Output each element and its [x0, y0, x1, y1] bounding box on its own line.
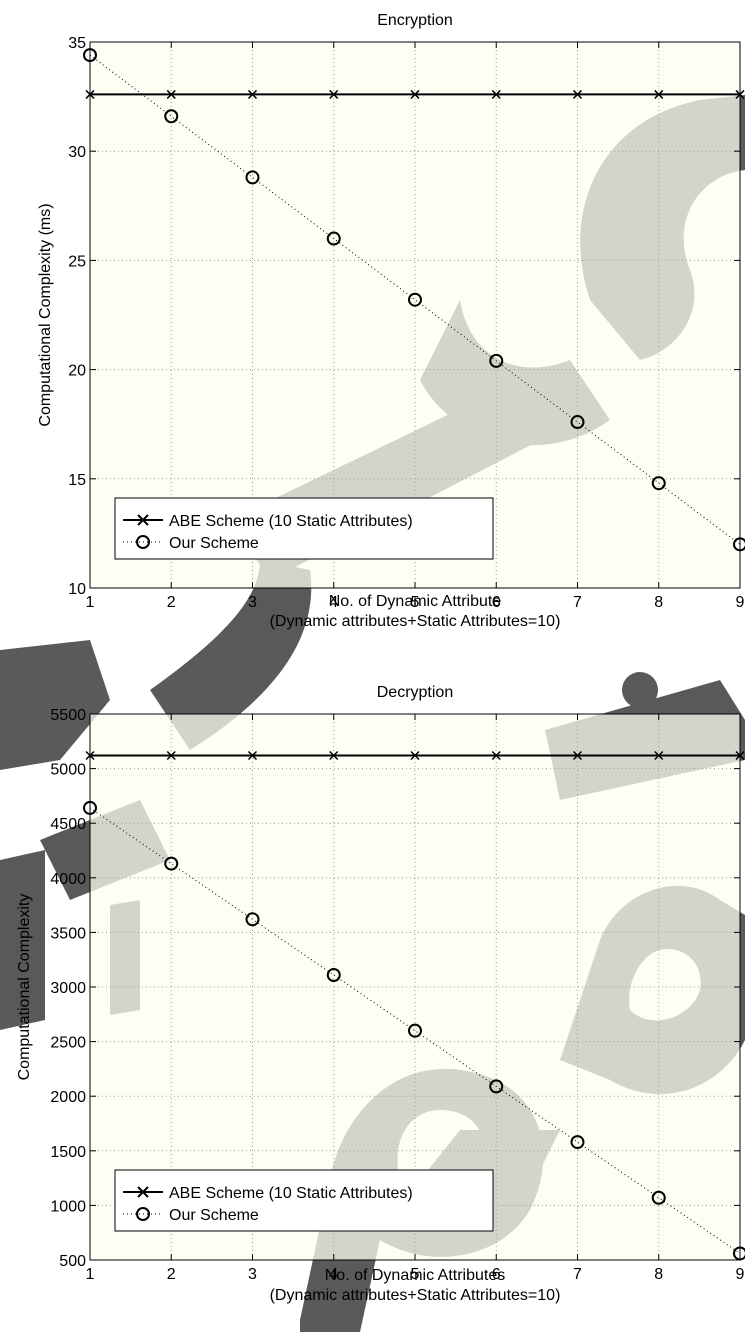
- y-tick-label: 15: [68, 472, 86, 489]
- y-tick-label: 10: [68, 581, 86, 598]
- legend-box: [114, 497, 494, 560]
- x-axis-sublabel: (Dynamic attributes+Static Attributes=10…: [270, 1287, 561, 1304]
- our-scheme-point: [570, 415, 585, 430]
- our-scheme-point: [651, 476, 666, 491]
- y-tick-label: 3500: [50, 925, 86, 942]
- y-tick-label: 3000: [50, 980, 86, 997]
- x-tick-label: 1: [86, 1266, 95, 1283]
- abe-scheme-point: [491, 750, 501, 761]
- x-tick-label: 7: [573, 1266, 582, 1283]
- legend-box: [114, 1169, 494, 1232]
- x-tick-label: 8: [654, 594, 663, 611]
- x-ticks: 1 2 3 4 5 6 7 8 9: [86, 714, 745, 1283]
- abe-scheme-point: [654, 750, 664, 761]
- our-scheme-point: [489, 353, 504, 368]
- y-ticks: 10 15 20 25 30 35: [68, 35, 740, 598]
- y-tick-label: 25: [68, 253, 86, 270]
- x-tick-label: 8: [654, 1266, 663, 1283]
- our-scheme-point: [245, 912, 260, 927]
- chart-title: Decryption: [377, 684, 453, 701]
- grid: [90, 42, 740, 588]
- y-tick-label: 4500: [50, 816, 86, 833]
- x-tick-label: 7: [573, 594, 582, 611]
- y-tick-label: 1000: [50, 1198, 86, 1215]
- y-axis-label: Computational Complexity: [16, 894, 33, 1081]
- y-tick-label: 5500: [50, 707, 86, 724]
- chart-title: Encryption: [377, 12, 453, 29]
- x-tick-label: 3: [248, 1266, 257, 1283]
- abe-scheme-point: [247, 750, 258, 761]
- our-scheme-point: [164, 109, 179, 124]
- legend: ABE Scheme (10 Static Attributes) Our Sc…: [114, 497, 494, 560]
- legend-label-ours: Our Scheme: [169, 535, 259, 552]
- abe-scheme-point: [654, 89, 664, 99]
- abe-scheme-point: [410, 89, 420, 99]
- legend-marker-o: [136, 535, 150, 549]
- y-tick-label: 500: [59, 1253, 86, 1270]
- x-axis-label: No. of Dynamic Attributes: [325, 1267, 506, 1284]
- our-scheme-point: [408, 292, 422, 307]
- x-ticks: 1 2 3 4 5 6 7 8 9: [86, 42, 745, 611]
- x-tick-label: 6: [492, 594, 501, 611]
- abe-scheme-point: [166, 750, 176, 761]
- our-scheme-point: [651, 1190, 666, 1205]
- x-tick-label: 5: [411, 594, 420, 611]
- y-tick-label: 4000: [50, 871, 86, 888]
- legend-label-abe: ABE Scheme (10 Static Attributes): [169, 513, 413, 530]
- y-tick-label: 2500: [50, 1035, 86, 1052]
- our-scheme-point: [326, 967, 341, 982]
- decryption-chart: 500 1000 1500 2000 2500 3000 3500 4000 4500 5000 5…: [16, 684, 745, 1304]
- y-tick-label: 2000: [50, 1089, 86, 1106]
- x-tick-label: 3: [248, 594, 257, 611]
- abe-scheme-point: [410, 750, 420, 761]
- x-tick-label: 4: [329, 594, 338, 611]
- our-scheme-point: [164, 856, 179, 871]
- y-tick-label: 30: [68, 144, 86, 161]
- legend: ABE Scheme (10 Static Attributes) Our Sc…: [114, 1169, 494, 1232]
- our-scheme-point: [489, 1079, 504, 1094]
- x-tick-label: 9: [736, 594, 745, 611]
- our-scheme-point: [408, 1023, 422, 1038]
- encryption-chart: 10 15 20 25 30 35 1 2 3 4 5 6 7 8 9 Encryption No. of…: [37, 12, 745, 630]
- our-scheme-point: [326, 231, 341, 246]
- x-tick-label: 6: [492, 1266, 501, 1283]
- y-tick-label: 35: [68, 35, 86, 52]
- x-tick-label: 2: [167, 1266, 176, 1283]
- x-tick-label: 2: [167, 594, 176, 611]
- y-ticks: 500 1000 1500 2000 2500 3000 3500 4000 4500 5000 5…: [50, 707, 740, 1270]
- x-axis-sublabel: (Dynamic attributes+Static Attributes=10…: [270, 613, 561, 630]
- x-tick-label: 5: [411, 1266, 420, 1283]
- series-layer: [83, 750, 745, 1261]
- legend-label-abe: ABE Scheme (10 Static Attributes): [169, 1185, 413, 1202]
- x-tick-label: 4: [329, 1266, 338, 1283]
- x-axis-label: No. of Dynamic Attribute: [329, 593, 502, 610]
- y-tick-label: 5000: [50, 762, 86, 779]
- our-scheme-line: [89, 807, 741, 1254]
- x-tick-label: 1: [86, 594, 95, 611]
- abe-scheme-point: [572, 89, 583, 99]
- abe-scheme-point: [166, 89, 176, 99]
- our-scheme-point: [570, 1135, 585, 1150]
- legend-marker-o: [136, 1207, 150, 1221]
- x-tick-label: 9: [736, 1266, 745, 1283]
- y-tick-label: 1500: [50, 1144, 86, 1161]
- abe-scheme-point: [247, 89, 258, 99]
- legend-marker-x: [137, 1186, 149, 1198]
- abe-scheme-point: [572, 750, 583, 761]
- y-axis-label: Computational Complexity (ms): [37, 203, 54, 426]
- abe-scheme-point: [491, 89, 501, 99]
- our-scheme-point: [245, 170, 260, 185]
- abe-scheme-point: [329, 89, 339, 99]
- y-tick-label: 20: [68, 363, 86, 380]
- abe-scheme-point: [329, 750, 339, 761]
- legend-marker-x: [137, 514, 149, 526]
- legend-label-ours: Our Scheme: [169, 1207, 259, 1224]
